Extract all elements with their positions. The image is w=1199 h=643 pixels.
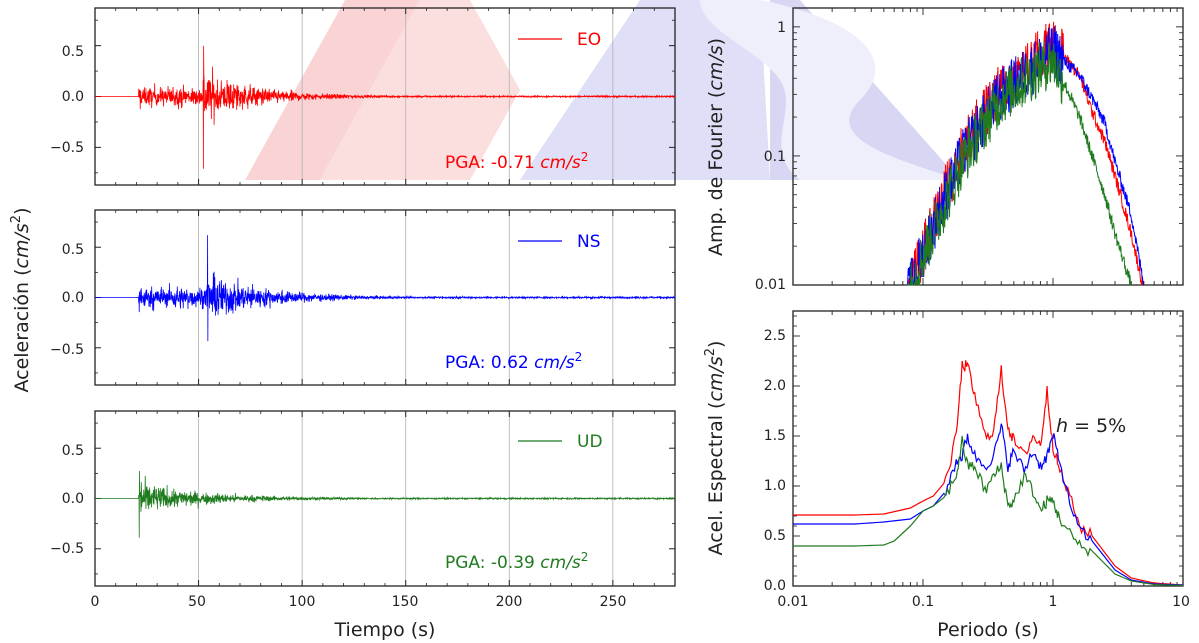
spectral-ytick-label: 1.5 (764, 428, 786, 444)
fourier-panel: 0.01 0.1 1 (755, 7, 1184, 293)
fourier-ytick-label: 0.01 (755, 277, 786, 293)
ns-ytick-label: 0.5 (62, 242, 84, 258)
spectral-ytick-label: 0.0 (764, 578, 786, 594)
time-axis-title: Tiempo (s) (334, 619, 436, 641)
spectral-ytick-label: 2.0 (764, 378, 786, 394)
period-xtick-label: 0.01 (777, 594, 808, 610)
fourier-ytick-label: 1 (777, 20, 786, 36)
watermark-logo (245, 0, 960, 180)
spectral-ytick-label: 2.5 (764, 328, 786, 344)
fourier-ud-series (906, 40, 1132, 286)
acceleration-axis-title: Aceleración (cm/s2) (9, 207, 33, 392)
eo-pga-annotation: PGA: -0.71 cm/s2 (445, 150, 588, 173)
damping-annotation: h = 5% (1056, 415, 1126, 437)
fourier-ytick-label: 0.1 (764, 149, 786, 165)
spectral-ytick-label: 0.5 (764, 528, 786, 544)
ud-ytick-label: −0.5 (50, 541, 84, 557)
period-axis-title: Periodo (s) (937, 619, 1039, 641)
time-xtick-label: 0 (91, 594, 100, 610)
time-xtick-label: 100 (289, 594, 316, 610)
time-xtick-label: 50 (188, 594, 206, 610)
spectral-ns-series (793, 423, 1184, 586)
ns-ytick-label: −0.5 (50, 342, 84, 358)
eo-panel: 0.5 0.0 −0.5 EO PGA: -0.71 cm/s2 (50, 7, 676, 186)
ns-ytick-label: 0.0 (62, 290, 84, 306)
period-xtick-label: 1 (1049, 594, 1058, 610)
ud-ytick-label: 0.5 (62, 443, 84, 459)
spectral-eo-series (793, 360, 1184, 586)
eo-ytick-label: 0.5 (62, 44, 84, 60)
ud-panel: 0.5 0.0 −0.5 UD PGA: -0.39 cm/s2 0 50 10… (50, 410, 676, 610)
period-xtick-label: 10 (1172, 594, 1190, 610)
time-xtick-label: 150 (392, 594, 419, 610)
spectral-ud-series (793, 435, 1184, 587)
fourier-axes-frame (792, 7, 1184, 286)
ud-legend-label: UD (577, 432, 603, 452)
period-xtick-label: 0.1 (912, 594, 934, 610)
spectral-ytick-label: 1.0 (764, 478, 786, 494)
fourier-axis-title: Amp. de Fourier (cm/s) (705, 38, 727, 256)
eo-ytick-label: −0.5 (50, 140, 84, 156)
eo-ytick-label: 0.0 (62, 89, 84, 105)
ud-pga-annotation: PGA: -0.39 cm/s2 (445, 550, 588, 573)
ns-panel: 0.5 0.0 −0.5 NS PGA: 0.62 cm/s2 (50, 209, 676, 386)
spectral-axes-frame (792, 310, 1184, 587)
ns-acceleration-series (95, 235, 676, 342)
spectral-panel: 0.0 0.5 1.0 1.5 2.0 2.5 0.01 0.1 1 10 h … (764, 310, 1190, 610)
ns-pga-annotation: PGA: 0.62 cm/s2 (445, 350, 582, 373)
ud-acceleration-series (95, 471, 676, 538)
spectral-axis-title: Acel. Espectral (cm/s2) (703, 341, 727, 556)
ns-legend-label: NS (577, 232, 601, 252)
time-xtick-label: 200 (496, 594, 523, 610)
eo-legend-label: EO (577, 30, 601, 50)
ud-ytick-label: 0.0 (62, 491, 84, 507)
time-xtick-label: 250 (600, 594, 627, 610)
eo-acceleration-series (95, 45, 676, 169)
